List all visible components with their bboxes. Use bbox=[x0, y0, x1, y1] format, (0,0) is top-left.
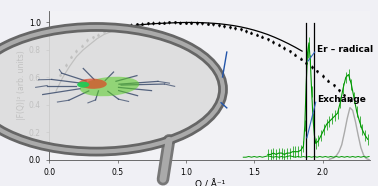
Text: Exchange: Exchange bbox=[317, 95, 366, 104]
Ellipse shape bbox=[77, 82, 89, 88]
X-axis label: Q / Å⁻¹: Q / Å⁻¹ bbox=[195, 179, 225, 186]
Ellipse shape bbox=[79, 78, 107, 89]
Y-axis label: |F(Q)|² (arb. units): |F(Q)|² (arb. units) bbox=[17, 51, 26, 121]
Circle shape bbox=[0, 27, 223, 152]
Text: Er – radical: Er – radical bbox=[317, 46, 373, 54]
Ellipse shape bbox=[80, 77, 139, 96]
